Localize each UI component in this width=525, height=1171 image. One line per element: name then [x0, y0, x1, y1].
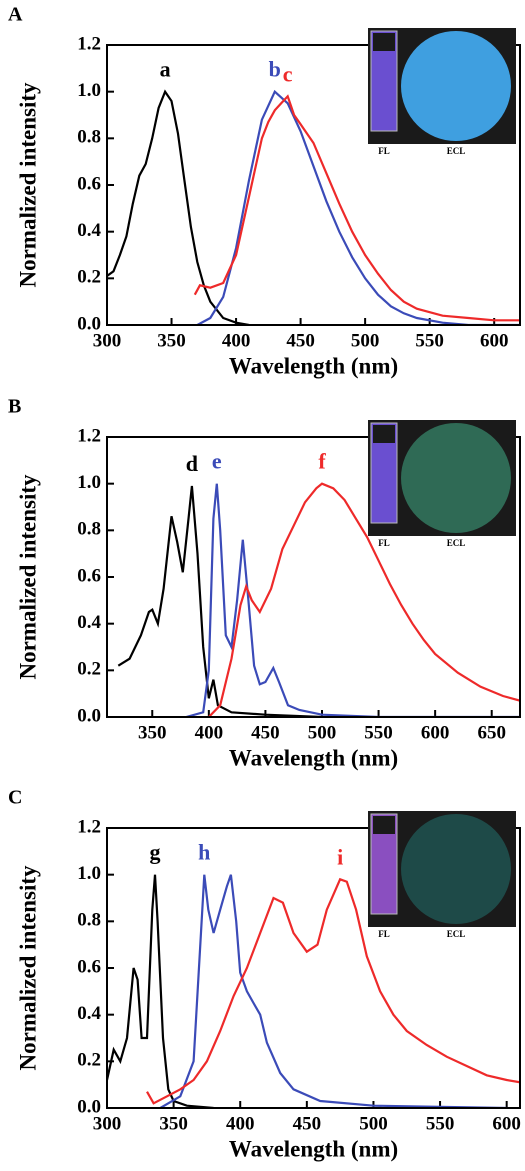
plot-frame — [106, 827, 521, 1109]
x-tick-label: 450 — [293, 1113, 322, 1134]
series-label: h — [198, 840, 210, 865]
x-tick-label: 450 — [286, 330, 315, 351]
y-tick-label: 0.6 — [77, 173, 101, 194]
series-line — [159, 874, 507, 1108]
series-line — [107, 89, 250, 325]
inset-label: ECL — [447, 929, 466, 939]
series-label: d — [186, 451, 198, 476]
inset-label: FL — [378, 146, 390, 156]
y-tick-label: 0.0 — [77, 313, 101, 334]
inset: FL ECL — [368, 28, 516, 156]
inset-label: ECL — [447, 538, 466, 548]
x-tick-label: 500 — [359, 1113, 388, 1134]
x-tick-label: 400 — [195, 722, 224, 743]
y-tick-label: 1.2 — [77, 816, 101, 837]
series-line — [185, 483, 520, 717]
x-tick-label: 350 — [138, 722, 167, 743]
ecl-disc — [401, 814, 511, 924]
x-axis-label: Wavelength (nm) — [229, 353, 398, 378]
panel-label: C — [8, 787, 22, 809]
series-label: e — [212, 449, 222, 474]
y-tick-label: 0.4 — [77, 220, 101, 241]
x-tick-label: 500 — [308, 722, 337, 743]
y-tick-label: 1.2 — [77, 425, 101, 446]
series-label: i — [337, 844, 343, 869]
panel: A 0.0 0.2 0.4 0.6 0.8 1.0 1.2 300 350 400 450 500 550… — [8, 4, 521, 378]
vial-cap — [373, 33, 395, 51]
plot-frame — [106, 44, 521, 326]
y-tick-label: 0.0 — [77, 1096, 101, 1117]
plot-frame — [106, 436, 521, 718]
panel-label: B — [8, 396, 21, 418]
series-label: c — [283, 61, 293, 86]
inset-label: FL — [378, 538, 390, 548]
inset-label: FL — [378, 929, 390, 939]
y-tick-label: 0.8 — [77, 910, 101, 931]
x-tick-label: 600 — [480, 330, 509, 351]
y-tick-label: 0.8 — [77, 519, 101, 540]
ecl-disc — [401, 423, 511, 533]
panel: C 0.0 0.2 0.4 0.6 0.8 1.0 1.2 300 350 400 450 500 550… — [8, 787, 521, 1161]
x-axis-label: Wavelength (nm) — [229, 1136, 398, 1161]
y-axis-label: Normalized intensity — [15, 82, 40, 288]
panel: B 0.0 0.2 0.4 0.6 0.8 1.0 1.2 350 400 450 500 550 600… — [8, 396, 521, 770]
x-tick-label: 450 — [251, 722, 280, 743]
panel-label: A — [8, 4, 23, 26]
x-tick-label: 300 — [93, 330, 122, 351]
series-line — [193, 94, 520, 322]
y-tick-label: 1.0 — [77, 472, 101, 493]
x-tick-label: 600 — [421, 722, 450, 743]
y-tick-label: 0.6 — [77, 565, 101, 586]
series-line — [146, 877, 520, 1105]
inset: FL ECL — [368, 420, 516, 548]
vial-cap — [373, 425, 395, 443]
y-tick-label: 0.8 — [77, 127, 101, 148]
y-tick-label: 0.4 — [77, 612, 101, 633]
vial-cap — [373, 816, 395, 834]
y-tick-label: 0.2 — [77, 267, 101, 288]
series-line — [208, 482, 520, 717]
y-tick-label: 0.2 — [77, 1050, 101, 1071]
x-tick-label: 600 — [492, 1113, 521, 1134]
y-tick-label: 0.6 — [77, 956, 101, 977]
x-tick-label: 400 — [222, 330, 251, 351]
y-tick-label: 1.2 — [77, 33, 101, 54]
x-tick-label: 300 — [93, 1113, 122, 1134]
y-tick-label: 0.2 — [77, 659, 101, 680]
ecl-disc — [401, 31, 511, 141]
y-axis-label: Normalized intensity — [15, 865, 40, 1071]
x-tick-label: 350 — [159, 1113, 188, 1134]
y-tick-label: 1.0 — [77, 80, 101, 101]
y-axis-label: Normalized intensity — [15, 474, 40, 680]
x-axis-label: Wavelength (nm) — [229, 745, 398, 770]
inset-label: ECL — [447, 146, 466, 156]
x-tick-label: 400 — [226, 1113, 255, 1134]
x-tick-label: 500 — [351, 330, 380, 351]
series-label: a — [160, 57, 171, 82]
y-tick-label: 0.0 — [77, 705, 101, 726]
y-tick-label: 0.4 — [77, 1003, 101, 1024]
x-tick-label: 650 — [477, 722, 506, 743]
inset: FL ECL — [368, 811, 516, 939]
series-label: f — [318, 449, 326, 474]
x-tick-label: 550 — [426, 1113, 455, 1134]
y-tick-label: 1.0 — [77, 863, 101, 884]
x-tick-label: 350 — [157, 330, 186, 351]
series-label: g — [149, 840, 160, 865]
series-label: b — [269, 57, 281, 82]
x-tick-label: 550 — [364, 722, 393, 743]
series-line — [117, 485, 323, 717]
x-tick-label: 550 — [415, 330, 444, 351]
series-line — [196, 89, 520, 325]
